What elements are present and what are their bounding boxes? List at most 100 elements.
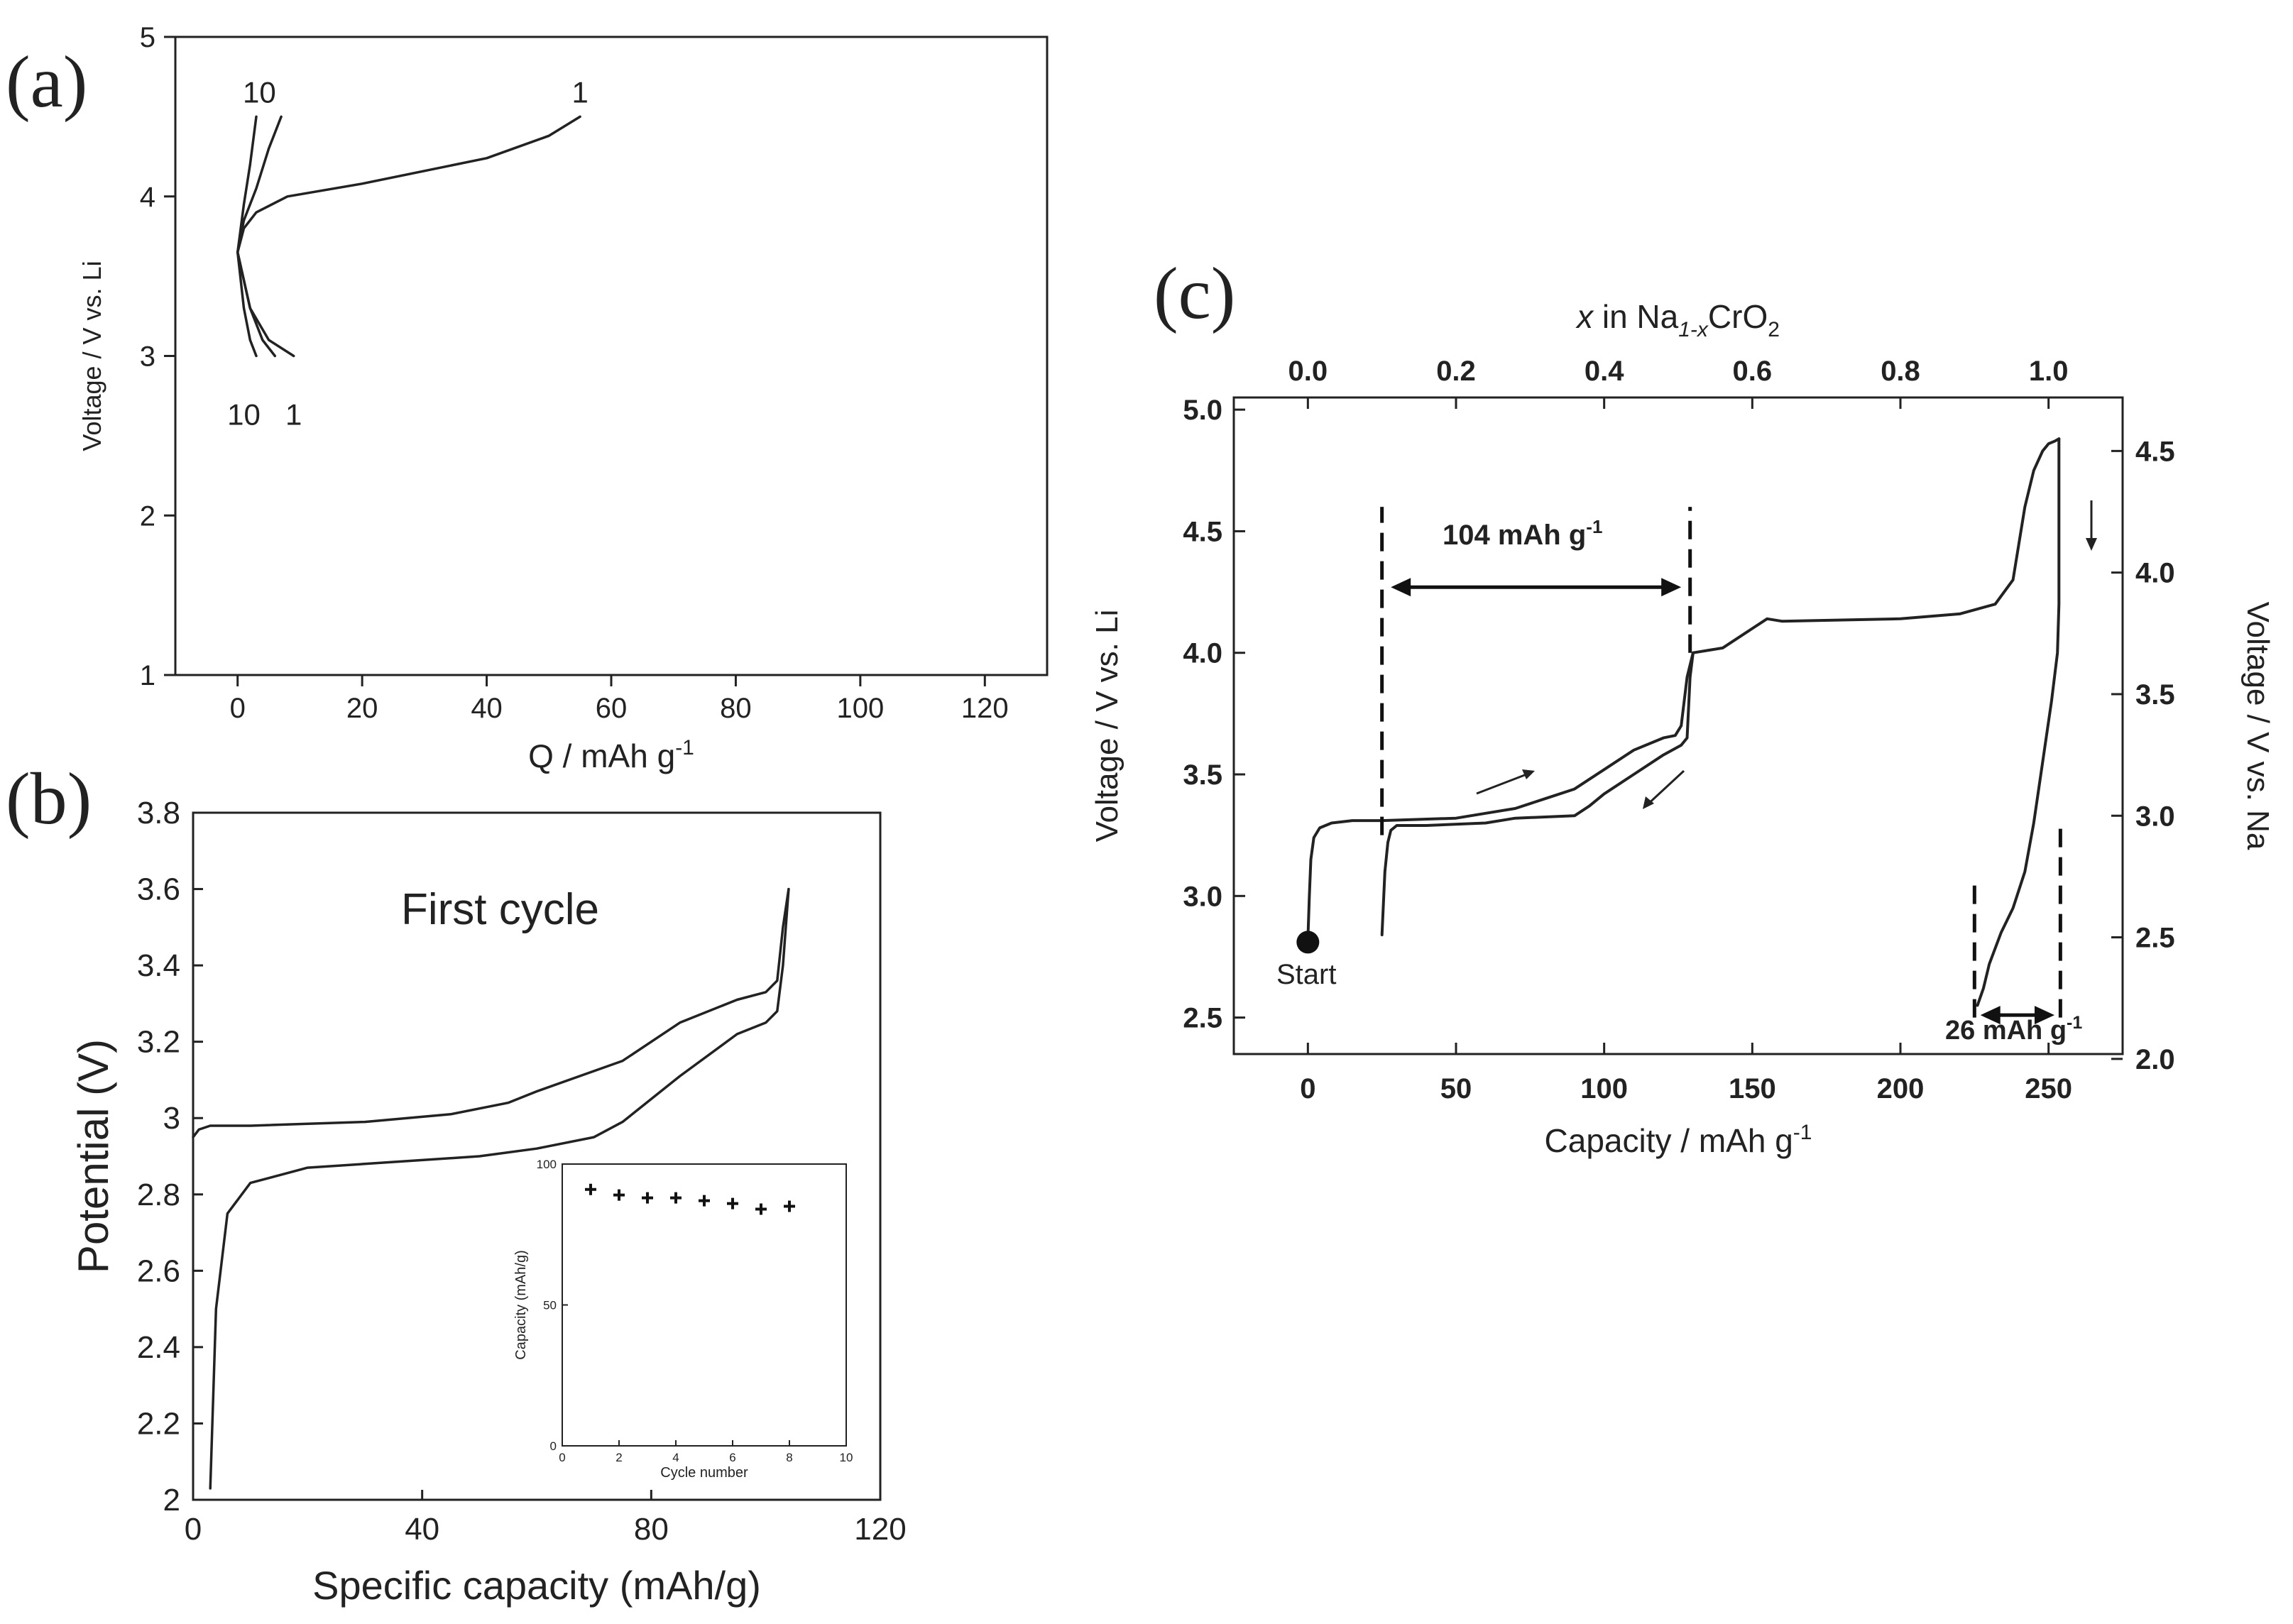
- inset-y-tick-label: 0: [550, 1439, 557, 1453]
- top-tick-label: 0.6: [1733, 356, 1773, 387]
- y-tick-label: 5: [140, 22, 155, 53]
- right-y-tick-label: 2.0: [2135, 1044, 2175, 1075]
- y-tick-label: 4: [140, 182, 155, 213]
- y-tick-label: 1: [140, 660, 155, 691]
- top-tick-label: 0.2: [1436, 356, 1476, 387]
- inset-x-tick-label: 2: [615, 1451, 622, 1464]
- y-tick-label: 3.0: [1183, 881, 1222, 912]
- y-tick-label: 5.0: [1183, 395, 1222, 426]
- right-y-tick-label: 4.0: [2135, 558, 2175, 589]
- x-tick-label: 100: [836, 693, 884, 724]
- inset-data-point: [670, 1192, 682, 1204]
- series-line: [1380, 651, 1695, 937]
- cycle-label: 10: [243, 76, 276, 109]
- inset-x-tick-label: 4: [672, 1451, 679, 1464]
- x-tick-label: 40: [471, 693, 503, 724]
- inset-x-tick-label: 0: [559, 1451, 565, 1464]
- x-tick-label: 200: [1877, 1073, 1925, 1104]
- x-tick-label: 0: [1300, 1073, 1315, 1104]
- top-axis-label: x in Na1-xCrO2: [1575, 298, 1780, 341]
- x-tick-label: 250: [2025, 1073, 2072, 1104]
- inset-x-tick-label: 10: [840, 1451, 853, 1464]
- y-tick-label: 2.2: [137, 1406, 180, 1441]
- y-tick-label: 4.0: [1183, 638, 1222, 669]
- first-cycle-annotation: First cycle: [401, 885, 599, 934]
- charge-direction-arrow: [1476, 769, 1535, 795]
- y-tick-label: 2.5: [1183, 1003, 1222, 1034]
- right-y-tick-label: 2.5: [2135, 923, 2175, 954]
- series-line: [236, 251, 295, 358]
- y-axis-label: Potential (V): [70, 1039, 117, 1273]
- cycle-label: 1: [571, 76, 588, 109]
- start-annotation: Start: [1276, 959, 1336, 990]
- chart-c: 0 50 100 150 200 250 0.0 0.2 0.4 0.6 0.8 1.0 2.5 3.0 3…: [1090, 298, 2275, 1159]
- series-line: [209, 887, 790, 1490]
- discharge-end-arrow: [2086, 500, 2097, 551]
- y-tick-label: 3.2: [137, 1025, 180, 1060]
- panel-a-label: (a): [6, 41, 87, 123]
- x-tick-label: 20: [346, 693, 378, 724]
- x-tick-label: 0: [185, 1512, 202, 1547]
- panel-b-label: (b): [6, 758, 92, 840]
- series-line: [236, 115, 258, 254]
- top-tick-label: 0.4: [1585, 356, 1624, 387]
- double-arrow-head: [1980, 1006, 2001, 1025]
- x-tick-label: 40: [405, 1512, 439, 1547]
- x-axis-label: Specific capacity (mAh/g): [312, 1563, 761, 1608]
- top-tick-label: 0.0: [1288, 356, 1328, 387]
- inset-x-axis-label: Cycle number: [660, 1465, 748, 1481]
- right-y-tick-label: 3.0: [2135, 801, 2175, 832]
- y-tick-label: 3: [140, 341, 155, 373]
- double-arrow-head: [1391, 578, 1411, 597]
- right-y-axis-label: Voltage / V vs. Na: [2240, 602, 2275, 850]
- y-tick-label: 2.4: [137, 1330, 180, 1365]
- inset-data-point: [613, 1189, 625, 1201]
- inset-data-point: [642, 1192, 653, 1204]
- cycle-label: 10: [227, 398, 261, 432]
- y-tick-label: 2: [140, 500, 155, 532]
- y-tick-label: 2: [163, 1483, 180, 1518]
- double-arrow-head: [1661, 578, 1682, 597]
- inset-x-tick-label: 8: [786, 1451, 792, 1464]
- y-tick-label: 4.5: [1183, 516, 1222, 547]
- right-y-tick-label: 4.5: [2135, 436, 2175, 467]
- plot-frame: [174, 35, 1049, 676]
- series-line: [236, 115, 283, 254]
- panel-c-label: (c): [1154, 253, 1235, 334]
- series-line: [236, 251, 277, 358]
- y-axis-label: Voltage / V vs. Li: [1090, 610, 1124, 843]
- cycle-label: 1: [285, 398, 302, 432]
- x-tick-label: 120: [854, 1512, 906, 1547]
- x-axis-label: Capacity / mAh g-1: [1545, 1121, 1812, 1159]
- series-line: [236, 251, 258, 358]
- inset-data-point: [784, 1200, 795, 1212]
- top-tick-label: 1.0: [2029, 356, 2069, 387]
- chart-b: 0 40 80 12022.22.42.62.833.23.43.63.8Specif…: [70, 796, 907, 1608]
- top-tick-label: 0.8: [1881, 356, 1920, 387]
- y-tick-label: 3.4: [137, 948, 180, 983]
- inset-y-tick-label: 50: [543, 1299, 557, 1312]
- plot-frame: [192, 811, 882, 1501]
- chart-a: 0 20 40 60 80 100 120 1 2 3 4 5 Q / mAh g-1 Voltage /…: [77, 22, 1049, 774]
- discharge-direction-arrow: [1643, 769, 1685, 809]
- annotation-26: 26 mAh g-1: [1945, 1013, 2082, 1046]
- plot-frame: [1232, 396, 2124, 1055]
- y-tick-label: 3.6: [137, 872, 180, 907]
- inset-y-axis-label: Capacity (mAh/g): [513, 1250, 529, 1360]
- x-tick-label: 80: [634, 1512, 669, 1547]
- y-tick-label: 3: [163, 1101, 180, 1136]
- y-tick-label: 3.8: [137, 796, 180, 830]
- right-y-tick-label: 3.5: [2135, 679, 2175, 710]
- x-tick-label: 50: [1440, 1073, 1472, 1104]
- series-line: [1306, 437, 2061, 941]
- x-tick-label: 100: [1580, 1073, 1628, 1104]
- inset-x-tick-label: 6: [729, 1451, 735, 1464]
- x-tick-label: 150: [1729, 1073, 1776, 1104]
- inset-y-tick-label: 100: [537, 1158, 557, 1171]
- inset-data-point: [755, 1203, 767, 1215]
- y-tick-label: 3.5: [1183, 759, 1222, 791]
- series-line: [192, 887, 790, 1139]
- inset-data-point: [727, 1197, 738, 1209]
